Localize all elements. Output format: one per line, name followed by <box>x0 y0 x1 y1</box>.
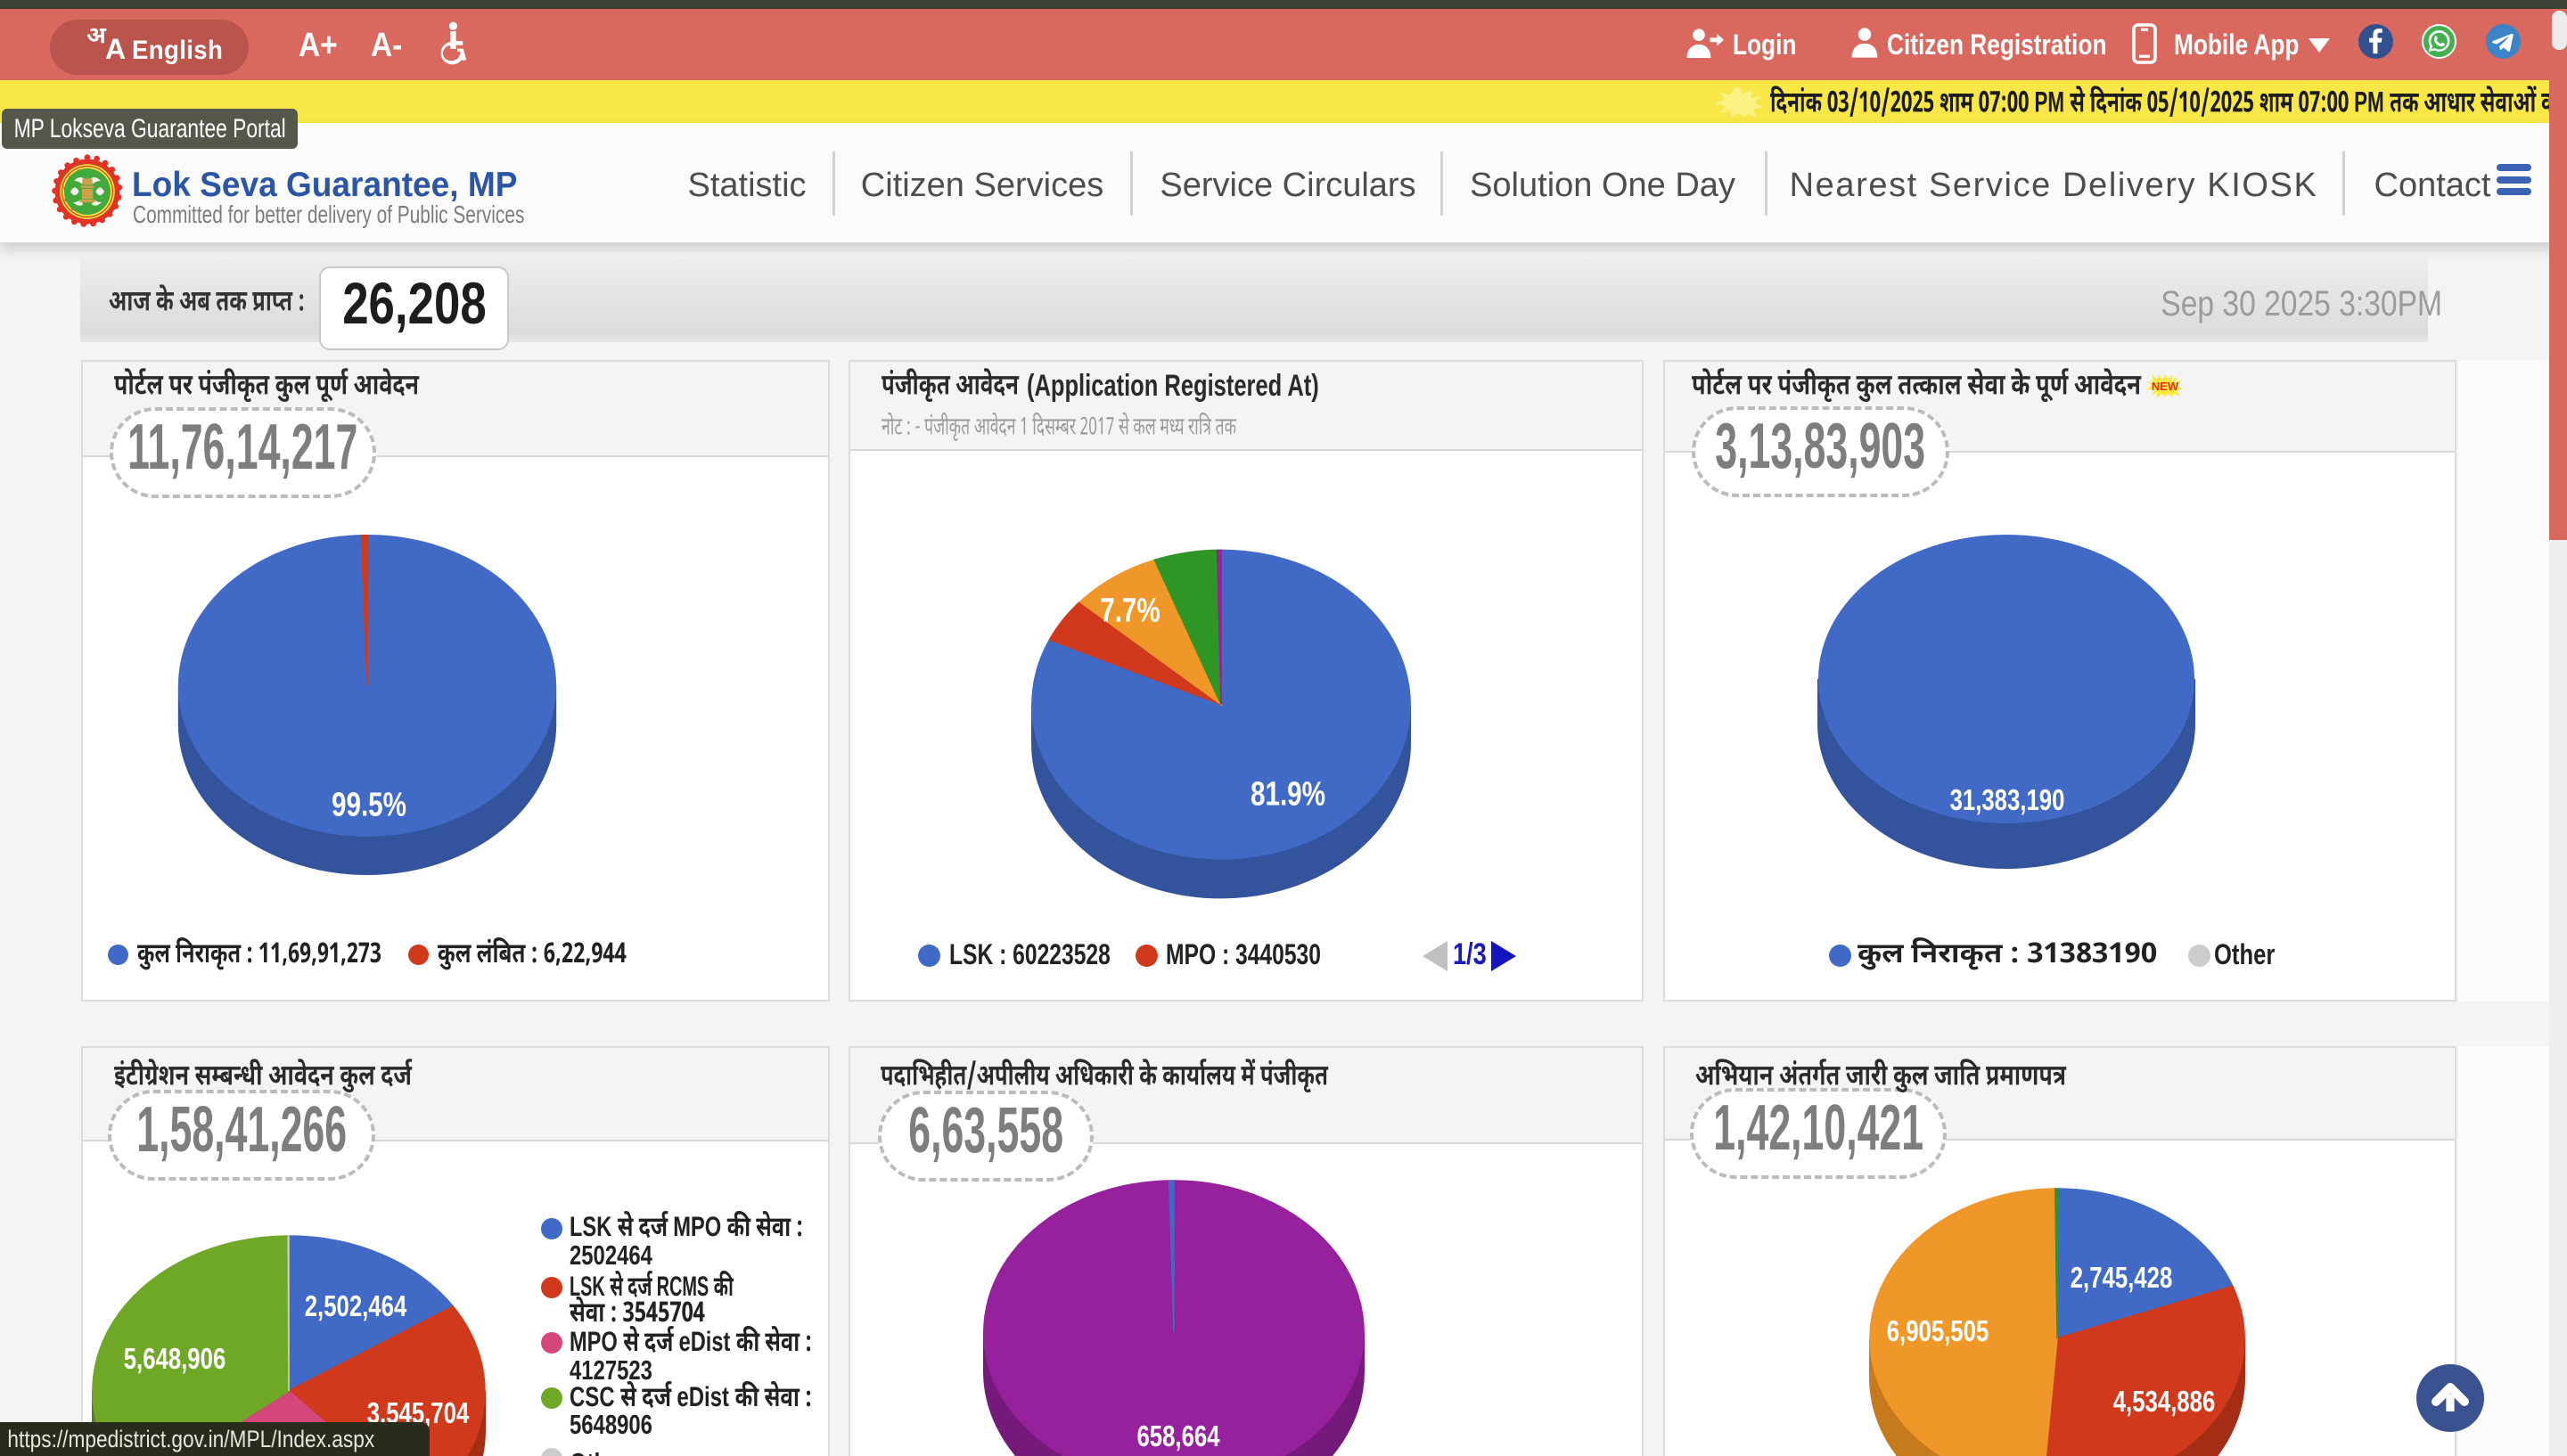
svg-text:NEW: NEW <box>2152 380 2179 393</box>
